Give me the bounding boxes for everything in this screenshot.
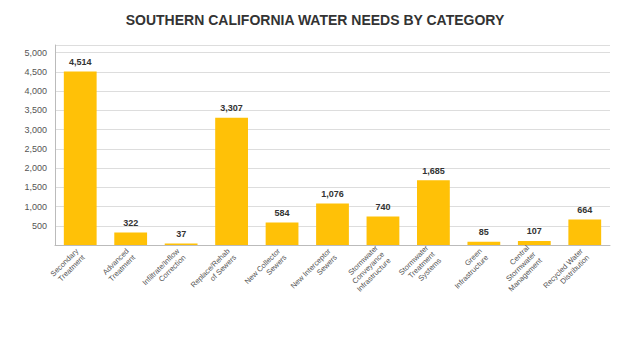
svg-text:Infrastructure: Infrastructure <box>453 253 491 291</box>
svg-text:Recycled Water: Recycled Water <box>541 246 585 291</box>
svg-text:Central: Central <box>507 243 532 267</box>
svg-text:Conveyance: Conveyance <box>350 249 387 286</box>
svg-text:Management: Management <box>507 256 545 294</box>
svg-text:664: 664 <box>577 205 592 215</box>
svg-text:Treatment: Treatment <box>406 249 437 281</box>
svg-text:107: 107 <box>527 226 542 236</box>
svg-text:1,000: 1,000 <box>24 202 47 212</box>
svg-text:Stormwater: Stormwater <box>346 243 380 277</box>
svg-text:2,000: 2,000 <box>24 163 47 173</box>
svg-text:New Collector: New Collector <box>242 246 282 286</box>
svg-text:Stormwater: Stormwater <box>504 249 538 284</box>
svg-text:4,500: 4,500 <box>24 67 47 77</box>
svg-text:Stormwater: Stormwater <box>396 243 431 277</box>
svg-text:5,000: 5,000 <box>24 48 47 58</box>
svg-text:Secondary: Secondary <box>48 246 81 279</box>
svg-text:1,500: 1,500 <box>24 182 47 192</box>
svg-text:4,000: 4,000 <box>24 86 47 96</box>
svg-text:Green: Green <box>462 246 484 268</box>
svg-text:Treatment: Treatment <box>107 252 138 283</box>
svg-text:740: 740 <box>375 202 390 212</box>
svg-text:322: 322 <box>123 218 138 228</box>
svg-text:Sewers: Sewers <box>264 253 288 277</box>
svg-text:Distribution: Distribution <box>558 253 591 286</box>
svg-text:500: 500 <box>32 221 47 231</box>
svg-text:3,500: 3,500 <box>24 105 47 115</box>
svg-text:3,000: 3,000 <box>24 125 47 135</box>
svg-text:of Sewers: of Sewers <box>208 253 238 283</box>
svg-text:Systems: Systems <box>416 256 443 283</box>
svg-text:1,685: 1,685 <box>422 166 445 176</box>
svg-text:3,307: 3,307 <box>220 103 243 113</box>
svg-text:37: 37 <box>176 229 186 239</box>
svg-text:85: 85 <box>479 227 489 237</box>
svg-text:584: 584 <box>275 208 290 218</box>
svg-text:New Interceptor: New Interceptor <box>288 246 333 291</box>
svg-text:4,514: 4,514 <box>69 57 92 67</box>
svg-text:Correction: Correction <box>157 253 188 284</box>
svg-text:Advanced: Advanced <box>100 246 131 277</box>
svg-text:Infrastructure: Infrastructure <box>355 256 393 294</box>
svg-text:Replace/Rehab: Replace/Rehab <box>188 246 232 290</box>
svg-text:2,500: 2,500 <box>24 144 47 154</box>
svg-text:Treatment: Treatment <box>56 252 87 283</box>
svg-text:SOUTHERN CALIFORNIA WATER NEED: SOUTHERN CALIFORNIA WATER NEEDS BY CATEG… <box>126 12 505 28</box>
svg-text:1,076: 1,076 <box>321 189 344 199</box>
svg-text:Sewers: Sewers <box>315 253 339 277</box>
svg-text:Infiltrate/Inflow: Infiltrate/Inflow <box>140 246 182 288</box>
